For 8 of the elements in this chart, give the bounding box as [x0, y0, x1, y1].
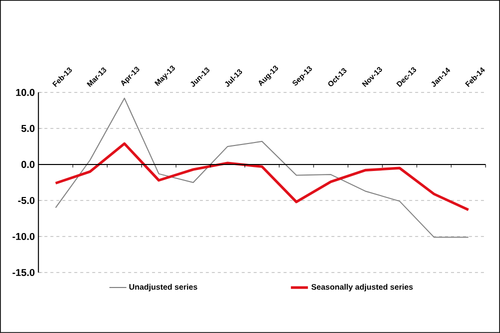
- line-series: [54, 142, 470, 212]
- y-tick-label: 5.0: [21, 124, 34, 132]
- y-tick-label: -10.0: [12, 232, 34, 240]
- y-tick-label: 0.0: [21, 160, 34, 168]
- y-tick-label: 10.0: [16, 88, 34, 96]
- line-series: [55, 98, 469, 238]
- y-tick-label: -5.0: [18, 196, 34, 204]
- y-tick-label: -15.0: [12, 269, 34, 276]
